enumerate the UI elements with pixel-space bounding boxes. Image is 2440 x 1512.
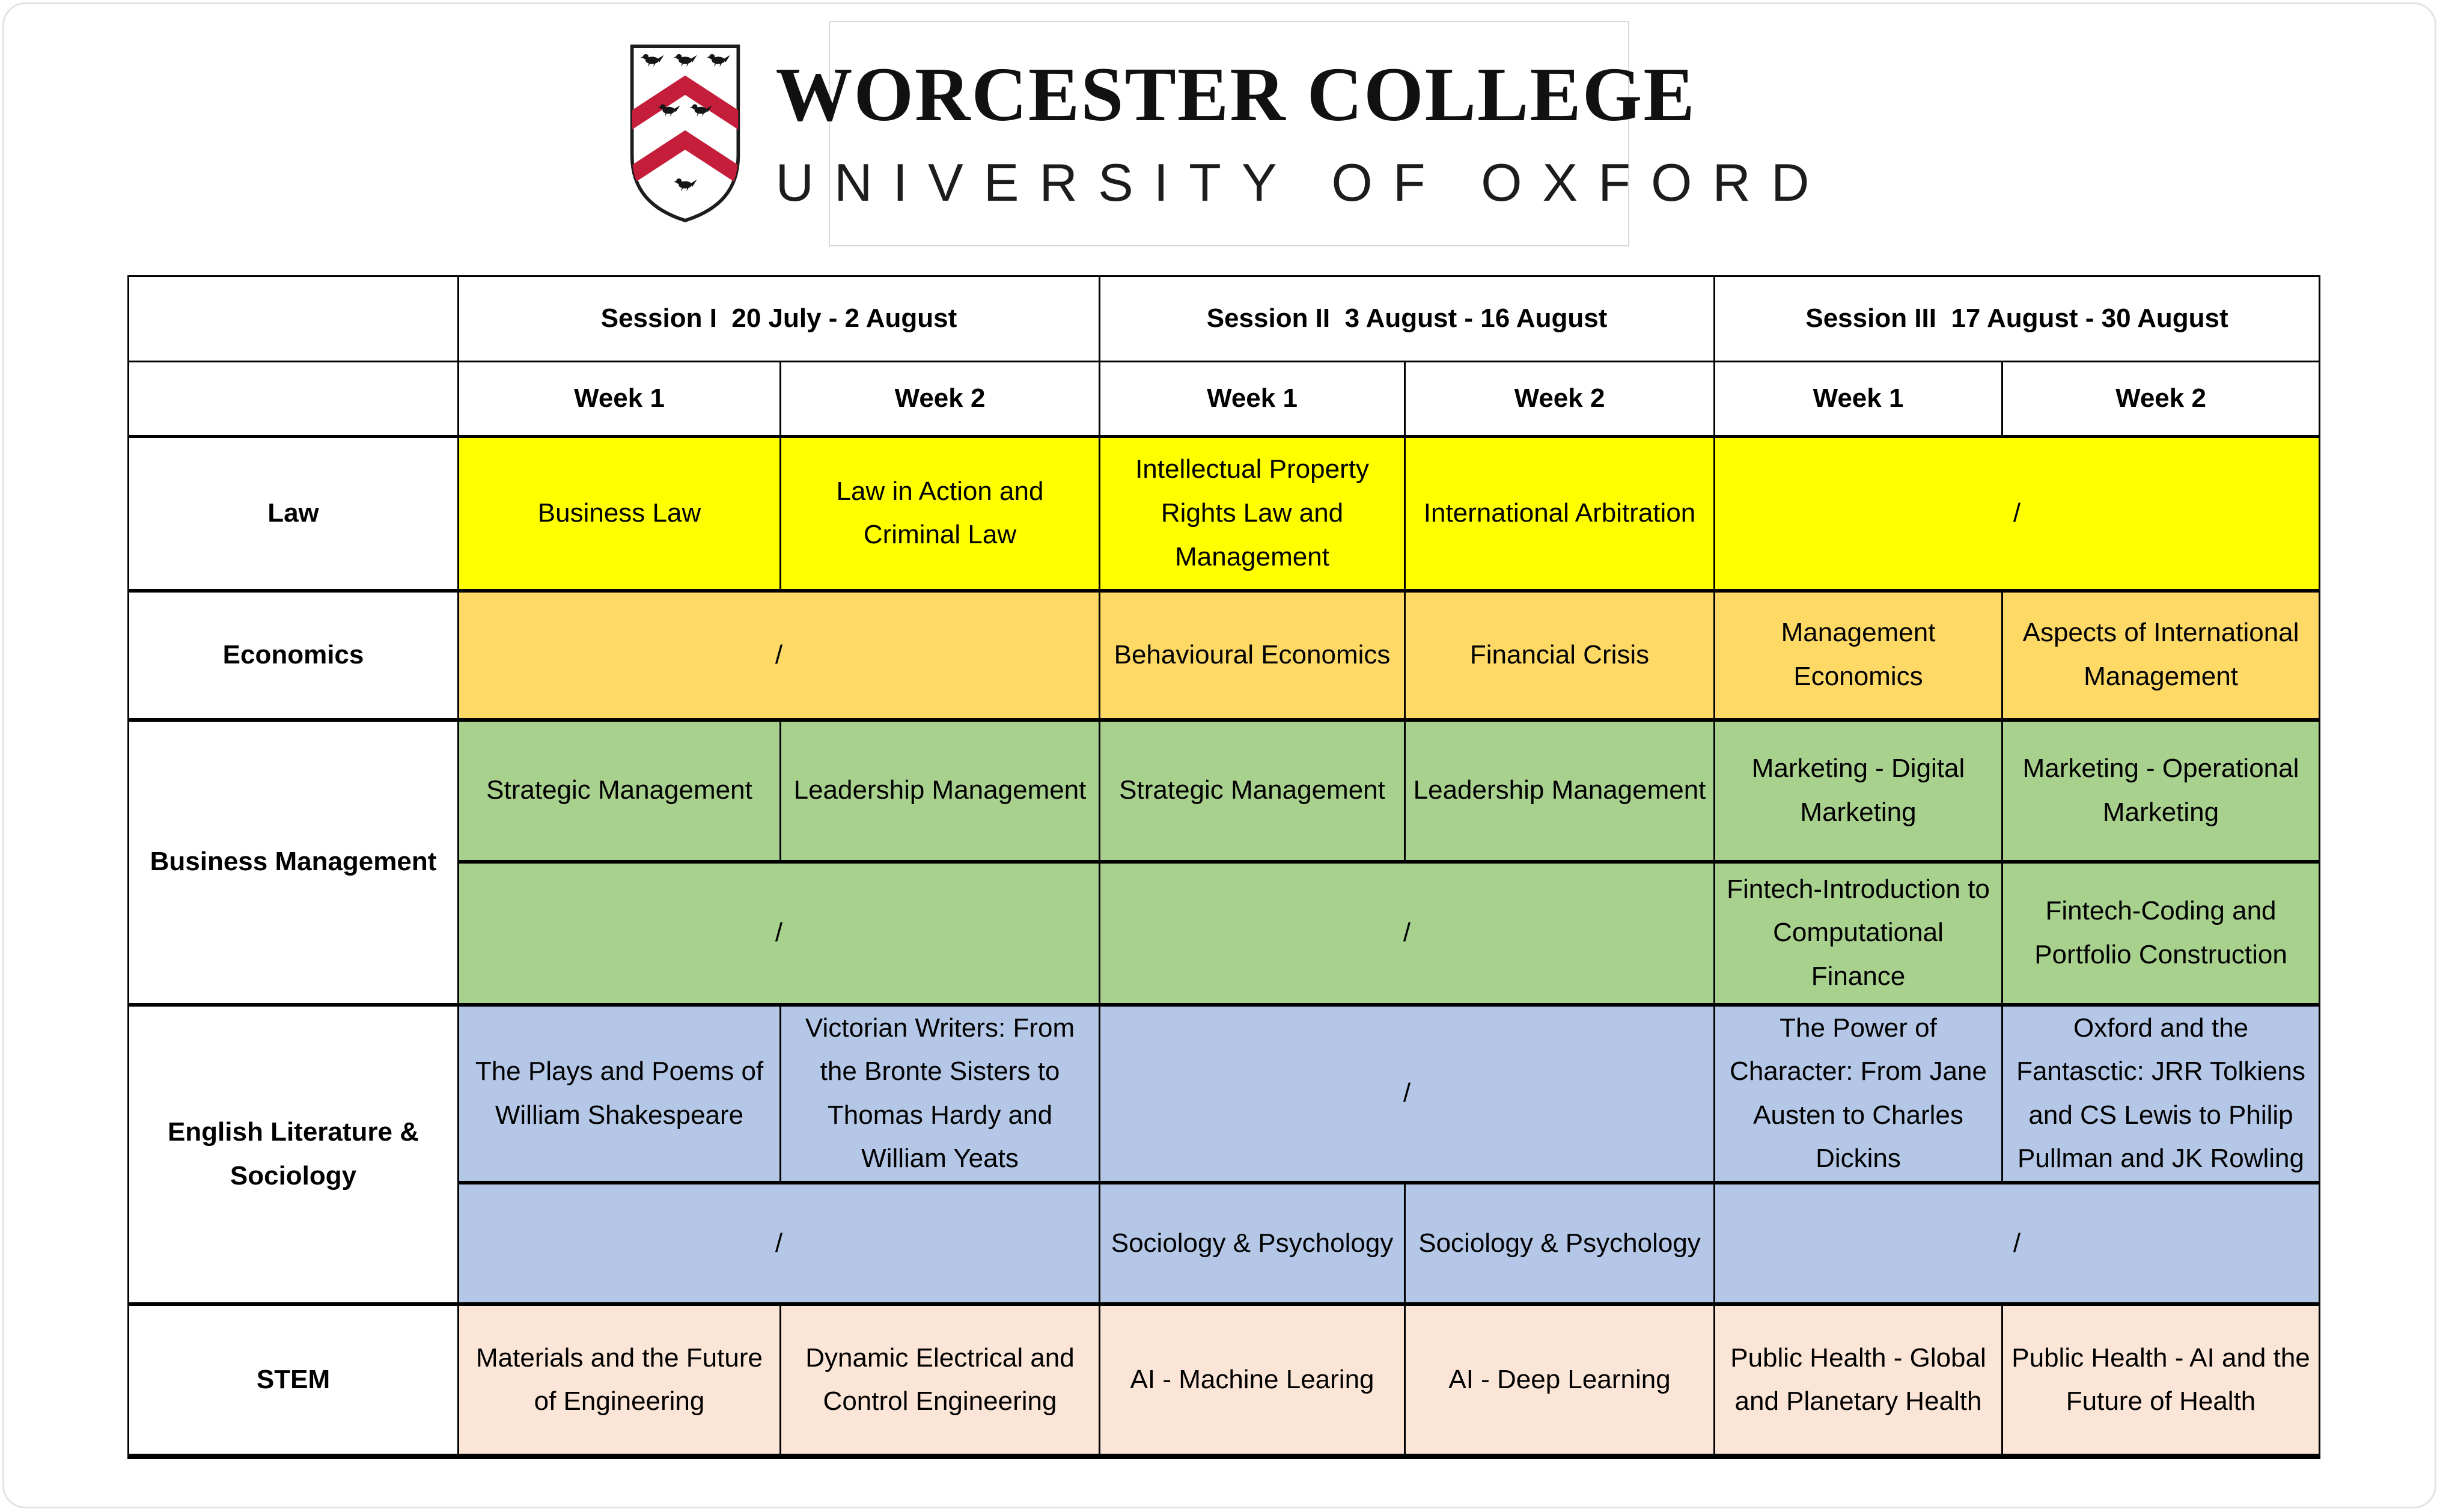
cell-econ-s3w2: Aspects of International Management <box>2001 590 2321 722</box>
english-row-1: English Literature & Sociology The Plays… <box>127 1003 2321 1306</box>
cell-eng1-s1w1: The Plays and Poems of William Shakespea… <box>457 1003 781 1184</box>
cell-bus1-s2w2: Leadership Management <box>1404 719 1716 864</box>
business-row-1: Business Management Strategic Management… <box>127 719 2321 1007</box>
cell-stem-s3w1: Public Health - Global and Planetary Hea… <box>1713 1303 2004 1460</box>
s2-week2-header: Week 2 <box>1404 361 1716 438</box>
cell-law-s3: / <box>1713 436 2321 593</box>
worcester-crest-icon <box>630 44 740 222</box>
cell-bus2-s2: / <box>1099 861 1716 1007</box>
session-3-header: Session III 17 August - 30 August <box>1713 275 2321 362</box>
row-label-business: Business Management <box>127 719 459 1007</box>
cell-stem-s2w1: AI - Machine Learing <box>1099 1303 1406 1460</box>
s1-week2-header: Week 2 <box>779 361 1101 438</box>
cell-eng1-s1w2: Victorian Writers: From the Bronte Siste… <box>779 1003 1101 1184</box>
cell-stem-s3w2: Public Health - AI and the Future of Hea… <box>2001 1303 2321 1460</box>
cell-law-s1w2: Law in Action and Criminal Law <box>779 436 1101 593</box>
college-logo-text: WORCESTER COLLEGE UNIVERSITY OF OXFORD <box>775 54 1829 213</box>
cell-eng1-s2: / <box>1099 1003 1716 1184</box>
cell-eng2-s3: / <box>1713 1181 2321 1306</box>
cell-bus2-s3w2: Fintech-Coding and Portfolio Constructio… <box>2001 861 2321 1007</box>
cell-bus1-s1w1: Strategic Management <box>457 719 781 864</box>
cell-eng2-s2w2: Sociology & Psychology <box>1404 1181 1716 1306</box>
s3-week2-header: Week 2 <box>2001 361 2321 438</box>
row-label-law: Law <box>127 436 459 593</box>
s1-week1-header: Week 1 <box>457 361 781 438</box>
session-2-header: Session II 3 August - 16 August <box>1099 275 1716 362</box>
english-row-2: / Sociology & Psychology Sociology & Psy… <box>129 1181 2321 1306</box>
cell-bus1-s3w2: Marketing - Operational Marketing <box>2001 719 2321 864</box>
college-name: WORCESTER COLLEGE <box>775 52 1696 138</box>
corner-cell <box>127 275 459 362</box>
business-row-2: / / Fintech-Introduction to Computationa… <box>129 861 2321 1007</box>
row-label-stem: STEM <box>127 1303 459 1460</box>
week-header-row: Week 1 Week 2 Week 1 Week 2 Week 1 Week … <box>127 361 2321 438</box>
row-label-english: English Literature & Sociology <box>127 1003 459 1306</box>
cell-law-s2w1: Intellectual Property Rights Law and Man… <box>1099 436 1406 593</box>
economics-row: Economics / Behavioural Economics Financ… <box>127 590 2321 722</box>
cell-bus2-s3w1: Fintech-Introduction to Computational Fi… <box>1713 861 2004 1007</box>
s3-week1-header: Week 1 <box>1713 361 2004 438</box>
college-logo: WORCESTER COLLEGE UNIVERSITY OF OXFORD <box>630 21 1810 246</box>
cell-econ-s2w2: Financial Crisis <box>1404 590 1716 722</box>
stem-row: STEM Materials and the Future of Enginee… <box>127 1303 2321 1460</box>
session-1-header: Session I 20 July - 2 August <box>457 275 1101 362</box>
row-label-economics: Economics <box>127 590 459 722</box>
cell-bus1-s1w2: Leadership Management <box>779 719 1101 864</box>
cell-eng1-s3w1: The Power of Character: From Jane Austen… <box>1713 1003 2004 1184</box>
cell-stem-s1w2: Dynamic Electrical and Control Engineeri… <box>779 1303 1101 1460</box>
law-row: Law Business Law Law in Action and Crimi… <box>127 436 2321 593</box>
cell-eng1-s3w2: Oxford and the Fantasctic: JRR Tolkiens … <box>2001 1003 2321 1184</box>
cell-bus1-s3w1: Marketing - Digital Marketing <box>1713 719 2004 864</box>
cell-eng2-s1: / <box>457 1181 1101 1306</box>
cell-econ-s3w1: Management Economics <box>1713 590 2004 722</box>
cell-law-s2w2: International Arbitration <box>1404 436 1716 593</box>
cell-eng2-s2w1: Sociology & Psychology <box>1099 1181 1406 1306</box>
course-timetable: Session I 20 July - 2 August Session II … <box>127 275 2321 1460</box>
cell-law-s1w1: Business Law <box>457 436 781 593</box>
corner-cell-2 <box>127 361 459 438</box>
cell-stem-s1w1: Materials and the Future of Engineering <box>457 1303 781 1460</box>
cell-stem-s2w2: AI - Deep Learning <box>1404 1303 1716 1460</box>
university-name: UNIVERSITY OF OXFORD <box>775 152 1830 212</box>
cell-bus2-s1: / <box>457 861 1101 1007</box>
cell-bus1-s2w1: Strategic Management <box>1099 719 1406 864</box>
cell-econ-s2w1: Behavioural Economics <box>1099 590 1406 722</box>
session-header-row: Session I 20 July - 2 August Session II … <box>127 275 2321 362</box>
cell-econ-s1: / <box>457 590 1101 722</box>
s2-week1-header: Week 1 <box>1099 361 1406 438</box>
